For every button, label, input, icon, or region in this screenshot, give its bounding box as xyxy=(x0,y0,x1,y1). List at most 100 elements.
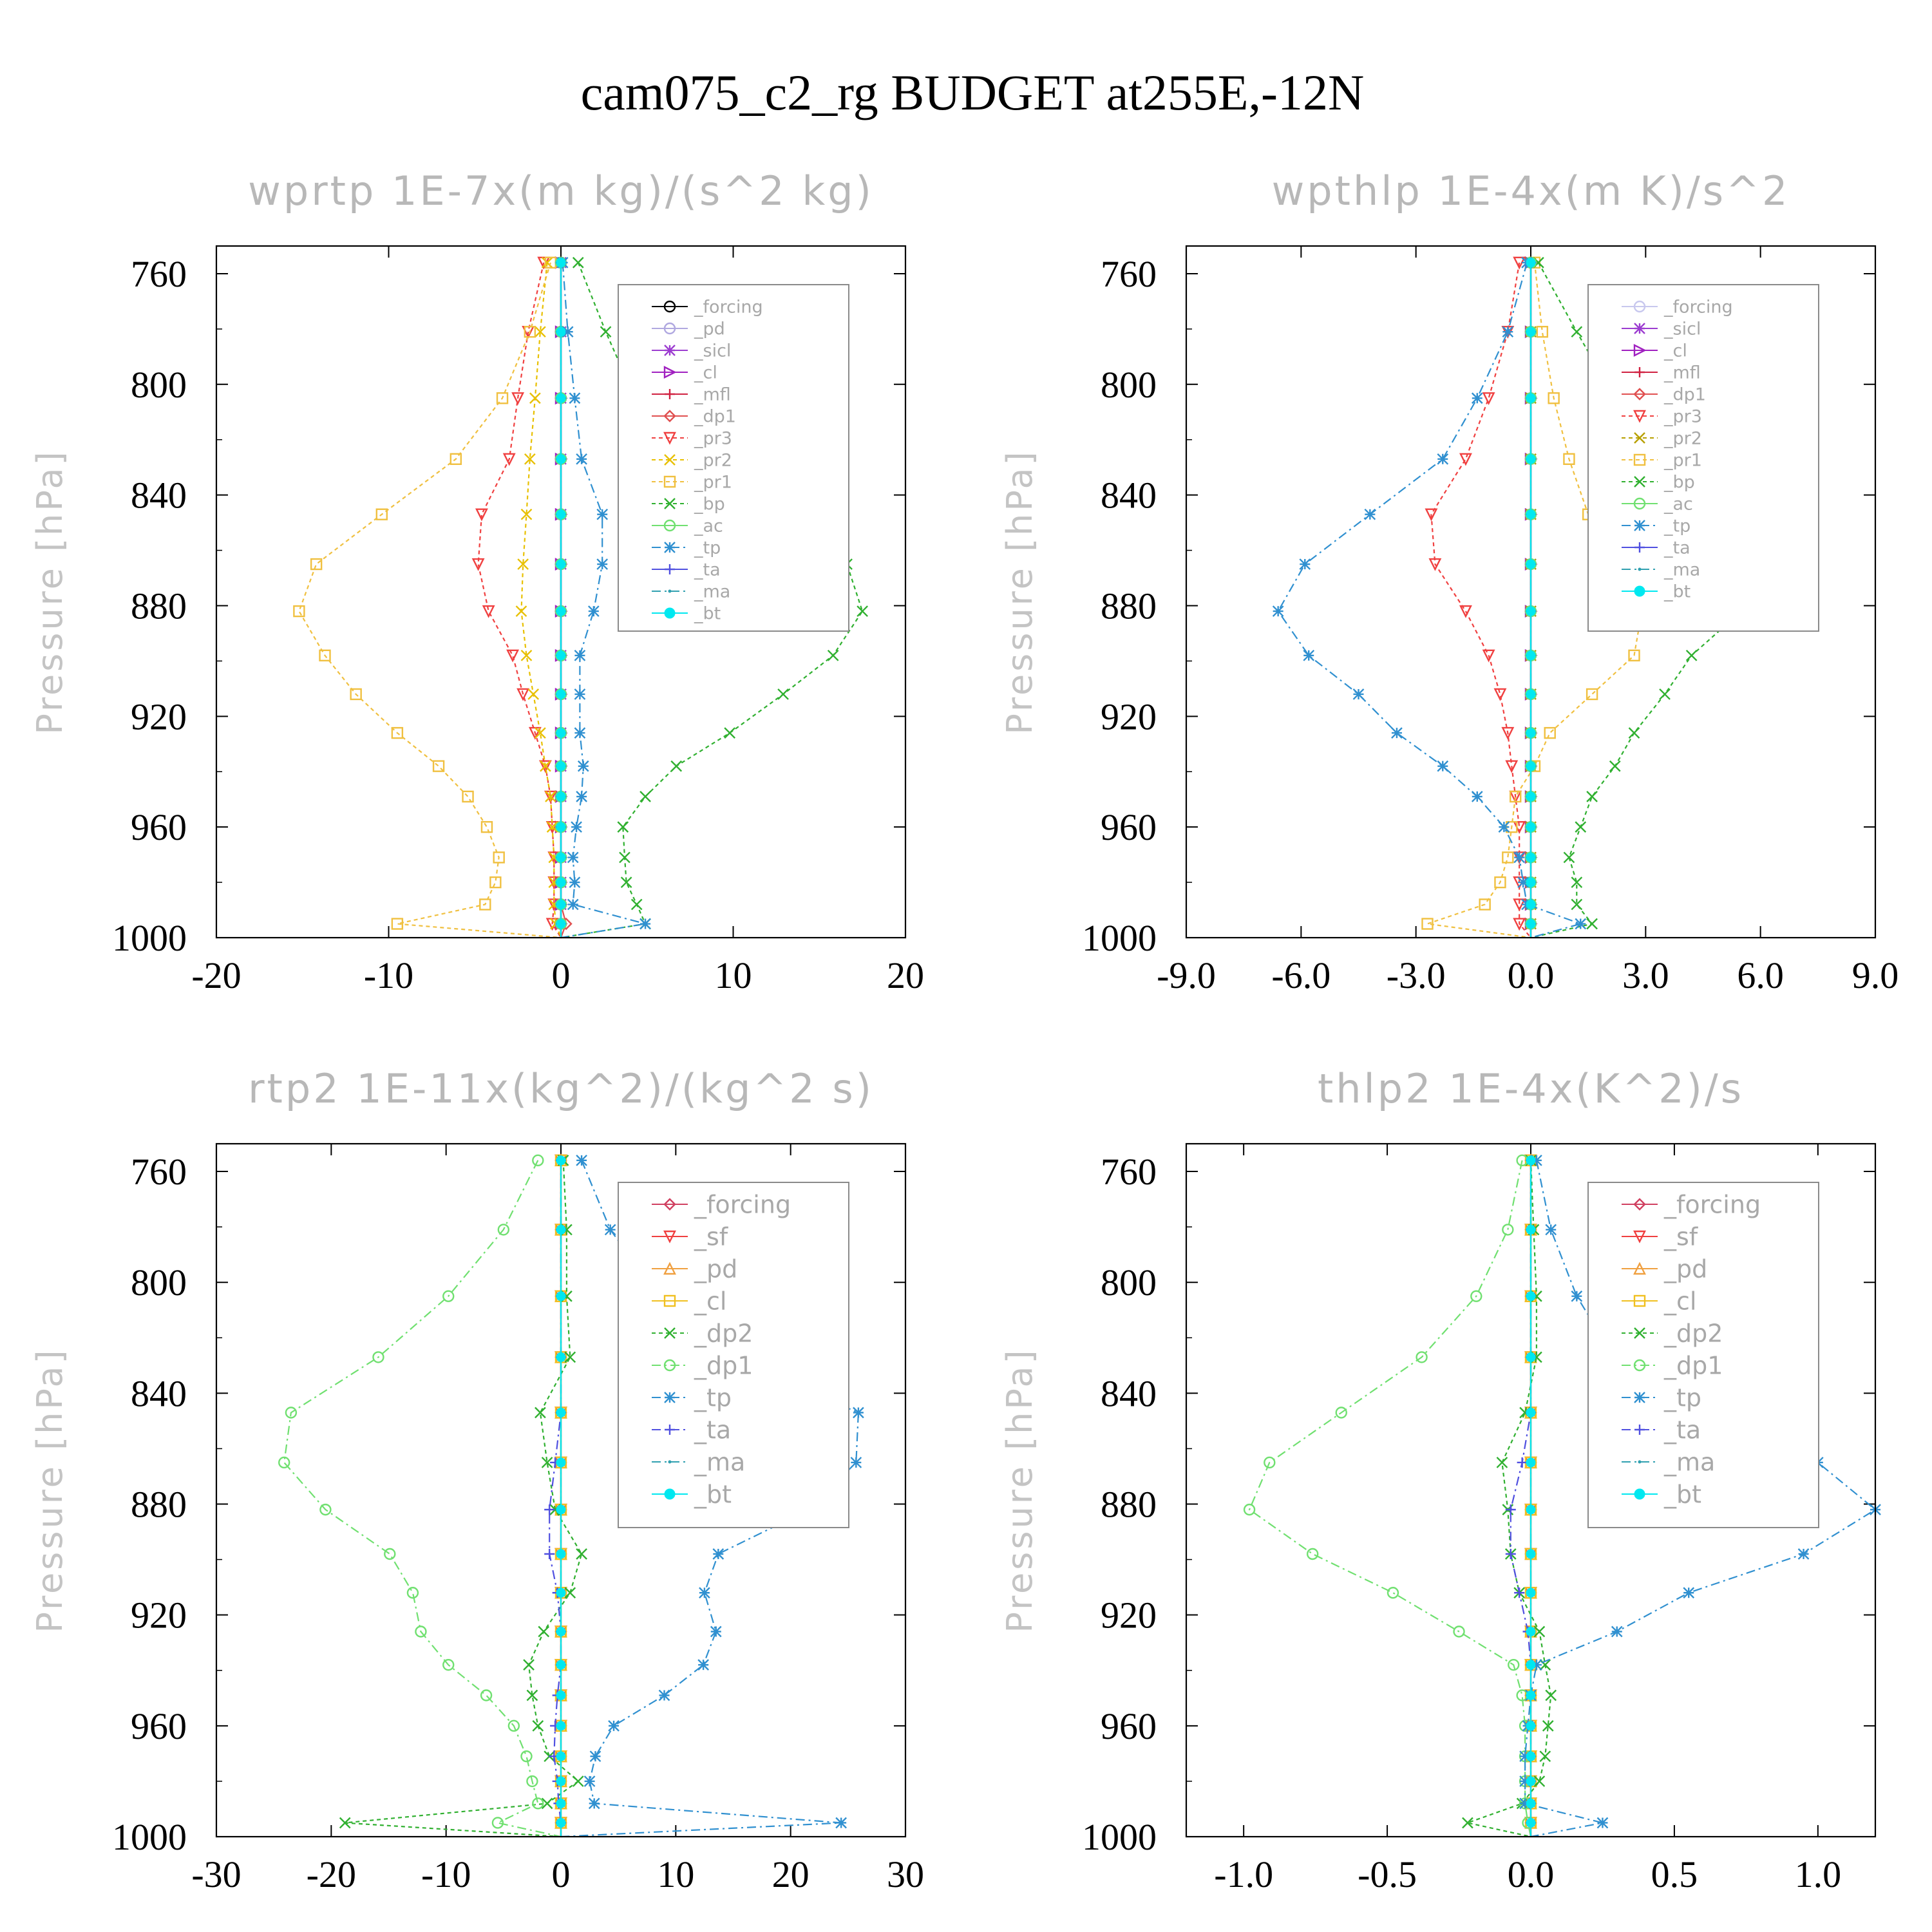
legend: _forcing _sf _pd _cl _dp2 _dp1 _tp _ta _ma _bt xyxy=(1587,1182,1819,1528)
data-point xyxy=(471,558,485,571)
series-ta xyxy=(544,1155,566,1837)
panel-title: wprtp 1E-7x(m kg)/(s^2 kg) xyxy=(248,167,874,214)
data-point xyxy=(1272,605,1284,617)
legend: _forcing_sicl_cl_mfl_dp1_pr3_pr2_pr1_bp_… xyxy=(1587,284,1819,632)
data-point xyxy=(556,1291,566,1302)
legend-marker xyxy=(663,1359,676,1372)
data-point xyxy=(1510,790,1522,803)
legend-marker xyxy=(663,1294,676,1307)
x-tick-label: -20 xyxy=(307,1853,356,1895)
data-point xyxy=(375,508,388,520)
data-point xyxy=(556,258,566,268)
data-point xyxy=(319,649,331,662)
data-point xyxy=(1544,726,1556,739)
legend-marker xyxy=(1633,453,1646,466)
data-point xyxy=(1526,606,1536,616)
data-point xyxy=(391,918,404,930)
data-point xyxy=(556,791,566,802)
data-point xyxy=(572,1776,584,1787)
data-point xyxy=(442,1290,455,1302)
panel-title: thlp2 1E-4x(K^2)/s xyxy=(1318,1065,1744,1112)
y-tick-label: 760 xyxy=(131,253,187,295)
legend-label: _pr2 xyxy=(1663,428,1702,448)
series-line xyxy=(560,262,646,939)
data-point xyxy=(1501,726,1515,740)
x-tick-label: -0.5 xyxy=(1358,1853,1417,1895)
data-point xyxy=(1462,1817,1473,1829)
data-point xyxy=(576,1154,587,1166)
legend-marker xyxy=(668,1460,672,1464)
data-point xyxy=(1437,453,1449,465)
data-point xyxy=(1526,1155,1536,1166)
data-point xyxy=(1586,688,1598,701)
legend-marker xyxy=(664,542,676,553)
legend-box xyxy=(1587,284,1819,632)
data-point xyxy=(1526,559,1536,569)
y-tick-label: 920 xyxy=(131,1595,187,1636)
data-point xyxy=(1526,1798,1536,1808)
y-tick-label: 1000 xyxy=(112,1816,187,1858)
legend-marker xyxy=(1634,520,1645,531)
legend-marker xyxy=(663,300,676,313)
data-point xyxy=(406,1587,419,1599)
data-point xyxy=(853,1406,864,1419)
data-point xyxy=(1421,918,1434,930)
data-point xyxy=(583,1776,596,1787)
y-tick-label: 960 xyxy=(131,806,187,848)
x-tick-label: 20 xyxy=(772,1853,810,1895)
data-point xyxy=(310,558,323,571)
data-point xyxy=(556,1352,566,1362)
legend: _forcing_pd_sicl_cl_mfl_dp1_pr3_pr2_pr1_… xyxy=(618,284,849,632)
legend-marker xyxy=(664,454,676,466)
data-point xyxy=(1548,392,1560,404)
series-pr1 xyxy=(293,256,562,939)
legend-label: _cl xyxy=(694,1287,726,1315)
legend-marker xyxy=(668,589,672,593)
y-tick-label: 880 xyxy=(131,1484,187,1526)
data-point xyxy=(442,1658,455,1671)
data-point xyxy=(541,1797,553,1810)
legend-marker xyxy=(663,322,676,335)
legend-label: _mfl xyxy=(1663,363,1701,383)
data-point xyxy=(535,1406,546,1419)
data-point xyxy=(699,1587,710,1599)
data-point xyxy=(556,1817,566,1828)
y-tick-label: 920 xyxy=(1101,696,1157,737)
data-point xyxy=(576,1548,587,1560)
x-tick-label: -10 xyxy=(364,954,413,996)
series-dp2 xyxy=(1462,1154,1557,1838)
legend: _forcing _sf _pd _cl _dp2 _dp1 _tp _ta _ma _bt xyxy=(618,1182,849,1528)
data-point xyxy=(1471,392,1483,404)
legend-label: _bt xyxy=(694,603,721,623)
data-point xyxy=(556,1549,566,1559)
legend-marker xyxy=(664,1327,676,1339)
data-point xyxy=(1482,392,1495,405)
y-tick-label: 960 xyxy=(131,1705,187,1747)
y-tick-label: 920 xyxy=(131,696,187,737)
data-point xyxy=(475,508,488,522)
data-point xyxy=(1453,1625,1465,1638)
data-point xyxy=(507,1719,520,1732)
chart-panel-2: wpthlp 1E-4x(m K)/s^2 Pressure [hPa] 760 80… xyxy=(999,167,1899,996)
data-point xyxy=(658,1689,670,1701)
data-point xyxy=(497,1224,510,1236)
data-point xyxy=(1502,326,1514,338)
data-point xyxy=(835,1817,847,1829)
data-point xyxy=(1505,760,1519,773)
data-point xyxy=(391,726,404,739)
series-dp1 xyxy=(278,1154,562,1838)
data-point xyxy=(1526,1817,1536,1828)
legend-label: _pr1 xyxy=(1663,450,1702,470)
data-point xyxy=(516,688,530,701)
data-point xyxy=(523,1659,535,1671)
data-point xyxy=(556,761,566,772)
legend-label: _tp xyxy=(694,1383,732,1412)
data-point xyxy=(1391,727,1403,739)
data-point xyxy=(1526,393,1536,403)
data-point xyxy=(1519,1776,1531,1787)
data-point xyxy=(1470,1290,1482,1302)
legend-label: _ma xyxy=(1663,1448,1715,1476)
data-point xyxy=(538,760,552,773)
data-point xyxy=(576,453,587,465)
plot-frame xyxy=(1185,245,1877,939)
